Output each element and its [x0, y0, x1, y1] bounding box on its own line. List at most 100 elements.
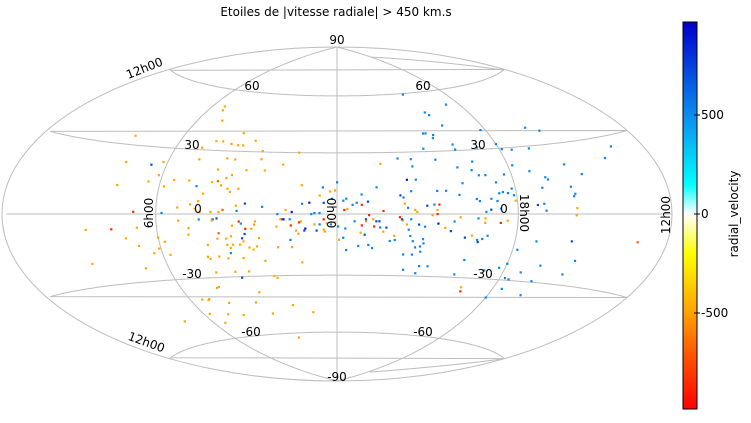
data-point — [290, 246, 294, 249]
data-point — [261, 205, 264, 208]
data-point — [524, 126, 527, 129]
data-point — [344, 227, 347, 230]
data-point — [576, 207, 579, 210]
data-point — [342, 236, 345, 239]
data-point — [484, 296, 487, 299]
data-point — [422, 147, 425, 150]
data-point — [215, 271, 218, 274]
data-point — [323, 230, 326, 233]
data-point — [230, 142, 233, 145]
lat-label-minus30-left: -30 — [182, 267, 202, 281]
data-point — [241, 276, 244, 279]
data-point — [375, 220, 378, 223]
data-point — [291, 303, 295, 307]
data-point — [239, 222, 242, 225]
data-point — [238, 243, 242, 246]
data-point — [334, 189, 337, 192]
data-point — [221, 119, 224, 122]
data-point — [434, 158, 437, 161]
data-point — [336, 181, 339, 184]
data-point — [162, 185, 165, 188]
data-point — [310, 213, 313, 216]
data-point — [424, 225, 427, 228]
colorbar-tick-label: 500 — [701, 108, 724, 122]
lat-label-0-right: 0 — [500, 202, 508, 216]
ra-label-12h00-right: 12h00 — [659, 196, 673, 234]
data-point — [519, 271, 522, 274]
data-point — [426, 265, 429, 268]
data-point — [216, 168, 220, 171]
data-point — [431, 137, 434, 140]
data-point — [147, 180, 150, 183]
data-point — [561, 273, 564, 276]
data-point — [225, 177, 228, 180]
data-point — [393, 238, 396, 242]
data-point — [372, 218, 375, 221]
lat-label-30-left: 30 — [184, 138, 199, 152]
data-point — [401, 93, 404, 96]
data-point — [301, 202, 304, 205]
colorbar-gradient — [682, 21, 698, 410]
data-point — [453, 220, 456, 223]
data-point — [444, 103, 448, 106]
data-point — [477, 174, 480, 177]
data-point — [116, 183, 119, 187]
data-point — [494, 143, 497, 146]
data-point — [378, 220, 381, 223]
parallel-line — [169, 68, 505, 97]
data-point — [253, 223, 256, 226]
data-point — [530, 280, 533, 283]
data-point — [279, 218, 282, 221]
data-point — [198, 210, 201, 213]
data-point — [373, 225, 376, 228]
data-point — [496, 199, 499, 203]
data-point — [322, 228, 325, 231]
data-point — [206, 255, 209, 258]
data-point — [436, 189, 439, 192]
data-point — [528, 170, 531, 173]
colorbar: 500 0 -500 radial_velocity — [682, 21, 741, 410]
data-point — [546, 178, 550, 181]
data-point — [486, 234, 489, 237]
data-point — [409, 234, 412, 238]
data-point — [330, 197, 334, 200]
ra-label-6h00: 6h00 — [142, 198, 156, 229]
data-point — [458, 193, 461, 196]
data-point — [193, 207, 196, 210]
data-point — [399, 194, 402, 197]
parallel-line — [50, 130, 628, 154]
data-point — [484, 221, 487, 224]
data-point — [227, 313, 230, 316]
data-point — [366, 200, 370, 203]
data-point — [158, 247, 161, 250]
data-point — [163, 240, 166, 243]
data-point — [476, 238, 479, 242]
data-point — [418, 265, 421, 268]
data-point — [290, 210, 293, 214]
data-point — [536, 203, 539, 207]
data-point — [225, 237, 228, 240]
data-point — [258, 237, 261, 240]
data-point — [575, 214, 578, 217]
data-point — [209, 257, 212, 260]
data-point — [416, 210, 419, 214]
data-point — [507, 278, 510, 281]
data-point — [367, 243, 370, 247]
data-point — [188, 179, 191, 182]
data-point — [209, 210, 212, 214]
data-point — [407, 206, 410, 209]
data-point — [346, 207, 349, 210]
data-point — [271, 312, 274, 315]
data-point — [463, 258, 466, 262]
data-point — [248, 246, 251, 249]
data-point — [414, 272, 417, 275]
data-point — [379, 226, 382, 229]
data-point — [471, 160, 474, 163]
lat-label-30-right: 30 — [470, 138, 485, 152]
data-point — [135, 226, 138, 229]
data-point — [490, 208, 493, 211]
data-point — [402, 253, 405, 256]
data-point — [301, 261, 304, 264]
data-point — [499, 221, 502, 224]
